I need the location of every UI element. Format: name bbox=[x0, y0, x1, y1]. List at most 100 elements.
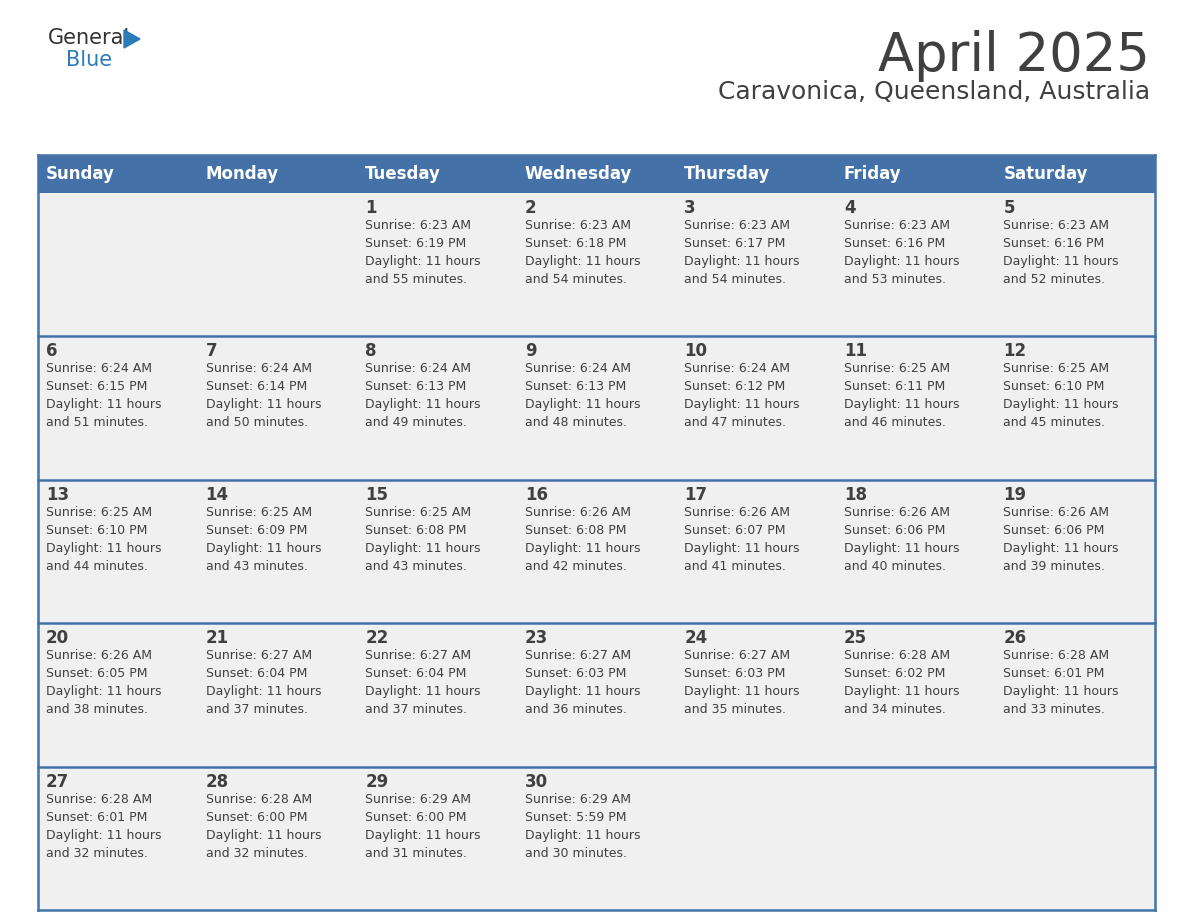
Text: Sunrise: 6:29 AM
Sunset: 5:59 PM
Daylight: 11 hours
and 30 minutes.: Sunrise: 6:29 AM Sunset: 5:59 PM Dayligh… bbox=[525, 792, 640, 859]
Text: Sunrise: 6:24 AM
Sunset: 6:15 PM
Daylight: 11 hours
and 51 minutes.: Sunrise: 6:24 AM Sunset: 6:15 PM Dayligh… bbox=[46, 363, 162, 430]
Text: Sunrise: 6:28 AM
Sunset: 6:02 PM
Daylight: 11 hours
and 34 minutes.: Sunrise: 6:28 AM Sunset: 6:02 PM Dayligh… bbox=[843, 649, 960, 716]
Text: 9: 9 bbox=[525, 342, 536, 361]
Text: Sunrise: 6:23 AM
Sunset: 6:19 PM
Daylight: 11 hours
and 55 minutes.: Sunrise: 6:23 AM Sunset: 6:19 PM Dayligh… bbox=[365, 219, 481, 286]
Text: Sunrise: 6:28 AM
Sunset: 6:01 PM
Daylight: 11 hours
and 33 minutes.: Sunrise: 6:28 AM Sunset: 6:01 PM Dayligh… bbox=[1004, 649, 1119, 716]
Text: 20: 20 bbox=[46, 629, 69, 647]
Bar bbox=[197, 155, 358, 193]
Bar bbox=[197, 193, 358, 336]
Text: 22: 22 bbox=[365, 629, 388, 647]
Text: Sunrise: 6:24 AM
Sunset: 6:13 PM
Daylight: 11 hours
and 49 minutes.: Sunrise: 6:24 AM Sunset: 6:13 PM Dayligh… bbox=[365, 363, 481, 430]
Text: 4: 4 bbox=[843, 199, 855, 217]
Bar bbox=[996, 155, 1155, 193]
Bar bbox=[38, 155, 197, 193]
Text: April 2025: April 2025 bbox=[878, 30, 1150, 82]
Bar bbox=[676, 623, 836, 767]
Bar bbox=[358, 155, 517, 193]
Bar bbox=[517, 155, 676, 193]
Bar bbox=[676, 336, 836, 480]
Bar bbox=[676, 767, 836, 910]
Text: 16: 16 bbox=[525, 486, 548, 504]
Bar bbox=[38, 193, 197, 336]
Bar bbox=[836, 193, 996, 336]
Text: 11: 11 bbox=[843, 342, 867, 361]
Text: Sunrise: 6:27 AM
Sunset: 6:04 PM
Daylight: 11 hours
and 37 minutes.: Sunrise: 6:27 AM Sunset: 6:04 PM Dayligh… bbox=[206, 649, 321, 716]
Text: Sunrise: 6:23 AM
Sunset: 6:17 PM
Daylight: 11 hours
and 54 minutes.: Sunrise: 6:23 AM Sunset: 6:17 PM Dayligh… bbox=[684, 219, 800, 286]
Text: 17: 17 bbox=[684, 486, 707, 504]
Text: Sunday: Sunday bbox=[46, 165, 115, 183]
Text: Sunrise: 6:24 AM
Sunset: 6:12 PM
Daylight: 11 hours
and 47 minutes.: Sunrise: 6:24 AM Sunset: 6:12 PM Dayligh… bbox=[684, 363, 800, 430]
Text: Sunrise: 6:26 AM
Sunset: 6:06 PM
Daylight: 11 hours
and 40 minutes.: Sunrise: 6:26 AM Sunset: 6:06 PM Dayligh… bbox=[843, 506, 960, 573]
Bar bbox=[836, 623, 996, 767]
Text: 15: 15 bbox=[365, 486, 388, 504]
Text: 24: 24 bbox=[684, 629, 708, 647]
Text: Sunrise: 6:26 AM
Sunset: 6:08 PM
Daylight: 11 hours
and 42 minutes.: Sunrise: 6:26 AM Sunset: 6:08 PM Dayligh… bbox=[525, 506, 640, 573]
Text: 8: 8 bbox=[365, 342, 377, 361]
Text: Tuesday: Tuesday bbox=[365, 165, 441, 183]
Text: 3: 3 bbox=[684, 199, 696, 217]
Text: Sunrise: 6:27 AM
Sunset: 6:03 PM
Daylight: 11 hours
and 35 minutes.: Sunrise: 6:27 AM Sunset: 6:03 PM Dayligh… bbox=[684, 649, 800, 716]
Bar bbox=[358, 623, 517, 767]
Bar bbox=[517, 193, 676, 336]
Bar bbox=[676, 480, 836, 623]
Text: 27: 27 bbox=[46, 773, 69, 790]
Bar bbox=[996, 623, 1155, 767]
Text: Sunrise: 6:25 AM
Sunset: 6:10 PM
Daylight: 11 hours
and 44 minutes.: Sunrise: 6:25 AM Sunset: 6:10 PM Dayligh… bbox=[46, 506, 162, 573]
Text: 12: 12 bbox=[1004, 342, 1026, 361]
Bar bbox=[358, 480, 517, 623]
Bar bbox=[38, 336, 197, 480]
Polygon shape bbox=[124, 30, 140, 48]
Text: 10: 10 bbox=[684, 342, 707, 361]
Text: Thursday: Thursday bbox=[684, 165, 771, 183]
Text: Sunrise: 6:25 AM
Sunset: 6:10 PM
Daylight: 11 hours
and 45 minutes.: Sunrise: 6:25 AM Sunset: 6:10 PM Dayligh… bbox=[1004, 363, 1119, 430]
Bar bbox=[197, 767, 358, 910]
Text: Sunrise: 6:26 AM
Sunset: 6:07 PM
Daylight: 11 hours
and 41 minutes.: Sunrise: 6:26 AM Sunset: 6:07 PM Dayligh… bbox=[684, 506, 800, 573]
Bar bbox=[836, 767, 996, 910]
Bar bbox=[517, 336, 676, 480]
Text: Sunrise: 6:24 AM
Sunset: 6:14 PM
Daylight: 11 hours
and 50 minutes.: Sunrise: 6:24 AM Sunset: 6:14 PM Dayligh… bbox=[206, 363, 321, 430]
Text: 26: 26 bbox=[1004, 629, 1026, 647]
Text: Sunrise: 6:26 AM
Sunset: 6:05 PM
Daylight: 11 hours
and 38 minutes.: Sunrise: 6:26 AM Sunset: 6:05 PM Dayligh… bbox=[46, 649, 162, 716]
Text: Sunrise: 6:23 AM
Sunset: 6:18 PM
Daylight: 11 hours
and 54 minutes.: Sunrise: 6:23 AM Sunset: 6:18 PM Dayligh… bbox=[525, 219, 640, 286]
Text: Friday: Friday bbox=[843, 165, 902, 183]
Text: Sunrise: 6:23 AM
Sunset: 6:16 PM
Daylight: 11 hours
and 52 minutes.: Sunrise: 6:23 AM Sunset: 6:16 PM Dayligh… bbox=[1004, 219, 1119, 286]
Text: Sunrise: 6:27 AM
Sunset: 6:03 PM
Daylight: 11 hours
and 36 minutes.: Sunrise: 6:27 AM Sunset: 6:03 PM Dayligh… bbox=[525, 649, 640, 716]
Bar bbox=[38, 767, 197, 910]
Bar bbox=[358, 336, 517, 480]
Text: Sunrise: 6:25 AM
Sunset: 6:09 PM
Daylight: 11 hours
and 43 minutes.: Sunrise: 6:25 AM Sunset: 6:09 PM Dayligh… bbox=[206, 506, 321, 573]
Text: 2: 2 bbox=[525, 199, 536, 217]
Bar bbox=[358, 193, 517, 336]
Text: 25: 25 bbox=[843, 629, 867, 647]
Text: 18: 18 bbox=[843, 486, 867, 504]
Text: 30: 30 bbox=[525, 773, 548, 790]
Text: Sunrise: 6:29 AM
Sunset: 6:00 PM
Daylight: 11 hours
and 31 minutes.: Sunrise: 6:29 AM Sunset: 6:00 PM Dayligh… bbox=[365, 792, 481, 859]
Bar bbox=[38, 623, 197, 767]
Text: Caravonica, Queensland, Australia: Caravonica, Queensland, Australia bbox=[718, 80, 1150, 104]
Bar bbox=[517, 623, 676, 767]
Text: Monday: Monday bbox=[206, 165, 279, 183]
Text: Sunrise: 6:25 AM
Sunset: 6:08 PM
Daylight: 11 hours
and 43 minutes.: Sunrise: 6:25 AM Sunset: 6:08 PM Dayligh… bbox=[365, 506, 481, 573]
Text: 29: 29 bbox=[365, 773, 388, 790]
Bar bbox=[836, 336, 996, 480]
Bar bbox=[517, 480, 676, 623]
Text: Sunrise: 6:28 AM
Sunset: 6:00 PM
Daylight: 11 hours
and 32 minutes.: Sunrise: 6:28 AM Sunset: 6:00 PM Dayligh… bbox=[206, 792, 321, 859]
Bar bbox=[517, 767, 676, 910]
Text: Sunrise: 6:26 AM
Sunset: 6:06 PM
Daylight: 11 hours
and 39 minutes.: Sunrise: 6:26 AM Sunset: 6:06 PM Dayligh… bbox=[1004, 506, 1119, 573]
Text: 21: 21 bbox=[206, 629, 229, 647]
Text: 1: 1 bbox=[365, 199, 377, 217]
Text: 28: 28 bbox=[206, 773, 229, 790]
Text: Sunrise: 6:24 AM
Sunset: 6:13 PM
Daylight: 11 hours
and 48 minutes.: Sunrise: 6:24 AM Sunset: 6:13 PM Dayligh… bbox=[525, 363, 640, 430]
Text: Sunrise: 6:25 AM
Sunset: 6:11 PM
Daylight: 11 hours
and 46 minutes.: Sunrise: 6:25 AM Sunset: 6:11 PM Dayligh… bbox=[843, 363, 960, 430]
Text: Wednesday: Wednesday bbox=[525, 165, 632, 183]
Bar bbox=[996, 336, 1155, 480]
Text: 13: 13 bbox=[46, 486, 69, 504]
Bar bbox=[676, 155, 836, 193]
Text: 19: 19 bbox=[1004, 486, 1026, 504]
Bar bbox=[358, 767, 517, 910]
Text: Sunrise: 6:23 AM
Sunset: 6:16 PM
Daylight: 11 hours
and 53 minutes.: Sunrise: 6:23 AM Sunset: 6:16 PM Dayligh… bbox=[843, 219, 960, 286]
Text: 5: 5 bbox=[1004, 199, 1015, 217]
Text: General: General bbox=[48, 28, 131, 48]
Text: Sunrise: 6:28 AM
Sunset: 6:01 PM
Daylight: 11 hours
and 32 minutes.: Sunrise: 6:28 AM Sunset: 6:01 PM Dayligh… bbox=[46, 792, 162, 859]
Bar bbox=[996, 480, 1155, 623]
Text: Sunrise: 6:27 AM
Sunset: 6:04 PM
Daylight: 11 hours
and 37 minutes.: Sunrise: 6:27 AM Sunset: 6:04 PM Dayligh… bbox=[365, 649, 481, 716]
Bar bbox=[197, 336, 358, 480]
